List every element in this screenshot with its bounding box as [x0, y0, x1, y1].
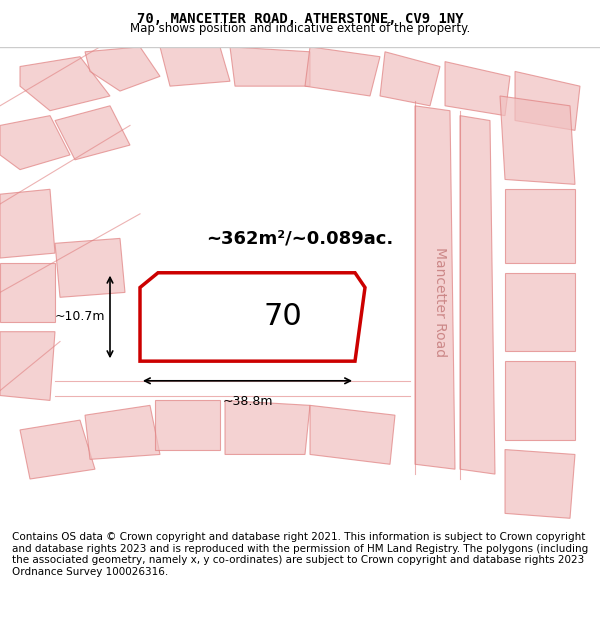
Polygon shape — [310, 406, 395, 464]
Polygon shape — [140, 272, 365, 361]
Text: ~38.8m: ~38.8m — [222, 394, 273, 408]
Text: Contains OS data © Crown copyright and database right 2021. This information is : Contains OS data © Crown copyright and d… — [12, 532, 588, 577]
Text: Map shows position and indicative extent of the property.: Map shows position and indicative extent… — [130, 22, 470, 35]
Polygon shape — [85, 406, 160, 459]
Text: ~362m²/~0.089ac.: ~362m²/~0.089ac. — [206, 229, 394, 248]
Polygon shape — [505, 361, 575, 440]
Polygon shape — [225, 401, 310, 454]
Polygon shape — [505, 189, 575, 263]
Polygon shape — [55, 238, 125, 298]
Text: 70, MANCETTER ROAD, ATHERSTONE, CV9 1NY: 70, MANCETTER ROAD, ATHERSTONE, CV9 1NY — [137, 12, 463, 26]
Polygon shape — [415, 106, 455, 469]
Polygon shape — [85, 47, 160, 91]
Polygon shape — [500, 96, 575, 184]
Polygon shape — [515, 71, 580, 131]
Polygon shape — [20, 420, 95, 479]
Polygon shape — [460, 116, 495, 474]
Polygon shape — [230, 47, 310, 86]
Polygon shape — [155, 401, 220, 449]
Polygon shape — [20, 57, 110, 111]
Polygon shape — [0, 263, 55, 322]
Polygon shape — [0, 189, 55, 258]
Polygon shape — [445, 62, 510, 116]
Polygon shape — [55, 106, 130, 160]
Polygon shape — [0, 116, 70, 169]
Text: ~10.7m: ~10.7m — [55, 311, 105, 324]
Text: Mancetter Road: Mancetter Road — [433, 247, 447, 357]
Polygon shape — [160, 47, 230, 86]
Polygon shape — [305, 47, 380, 96]
Polygon shape — [380, 52, 440, 106]
Polygon shape — [505, 449, 575, 518]
Polygon shape — [0, 332, 55, 401]
Polygon shape — [505, 272, 575, 351]
Text: 70: 70 — [263, 302, 302, 331]
